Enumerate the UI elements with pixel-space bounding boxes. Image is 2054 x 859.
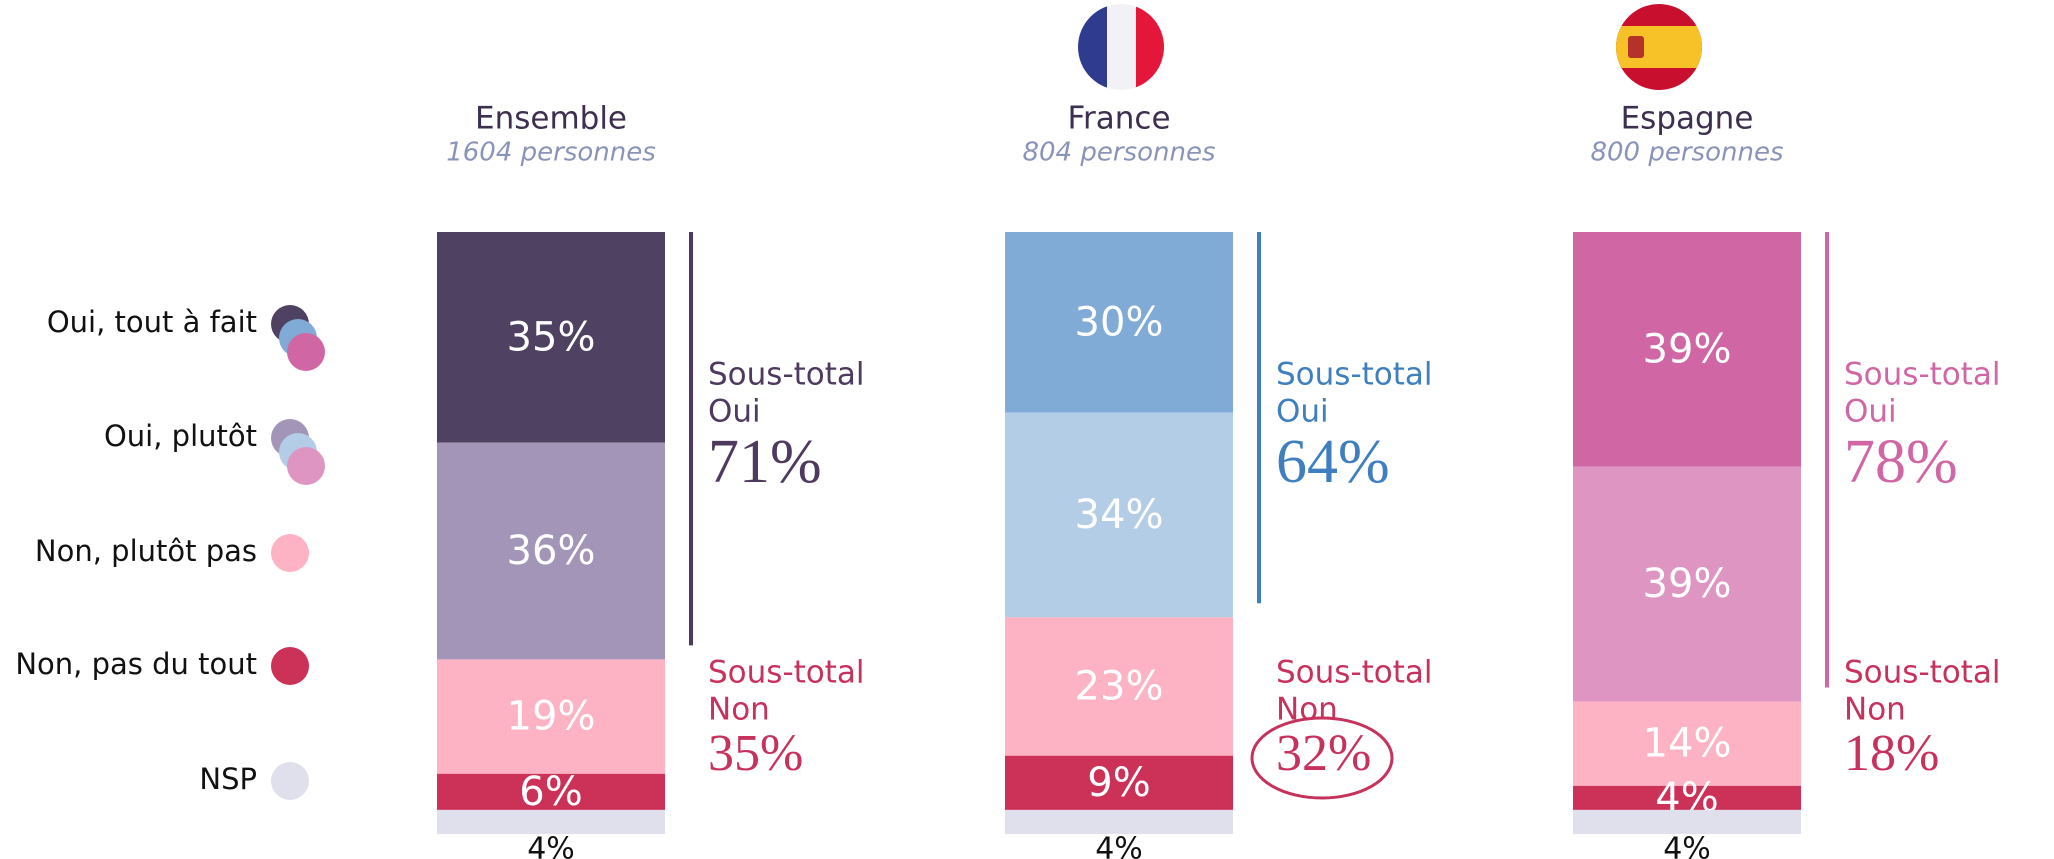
- segment-label: 23%: [1075, 664, 1164, 710]
- subtotal-value: 32%: [1276, 725, 1371, 782]
- bar-segment: [437, 232, 665, 443]
- bar-segment: [437, 442, 665, 660]
- segment-label: 36%: [507, 528, 596, 574]
- bar-segment: [437, 809, 665, 834]
- legend-swatch: [287, 333, 325, 371]
- subtotal-label: Oui: [1844, 394, 1897, 430]
- bar-segment: [1573, 232, 1801, 467]
- subtotal-label: Sous-total: [708, 655, 865, 691]
- legend-swatch: [271, 647, 309, 685]
- subtotal-label: Sous-total: [708, 357, 865, 393]
- subtotal-value: 18%: [1844, 725, 1939, 782]
- flag-france: [1078, 4, 1164, 90]
- subtotal-value: 71%: [708, 428, 822, 496]
- bar-segment: [1573, 785, 1801, 810]
- legend-swatch: [271, 534, 309, 572]
- legend-label: Oui, tout à fait: [47, 305, 257, 339]
- bar-segment: [1005, 412, 1233, 618]
- bar-segment: [437, 659, 665, 774]
- bar-segment: [1005, 232, 1233, 413]
- bar-segment: [437, 773, 665, 810]
- group-title: Espagne: [1621, 101, 1754, 137]
- segment-label: 30%: [1075, 299, 1164, 345]
- segment-label: 35%: [507, 314, 596, 360]
- segment-label: 39%: [1643, 326, 1732, 372]
- subtotal-value: 35%: [708, 725, 803, 782]
- subtotal-value: 78%: [1844, 428, 1958, 496]
- segment-label: 14%: [1643, 721, 1732, 767]
- bar-segment: [1573, 809, 1801, 834]
- subtotal-label: Non: [1276, 692, 1338, 728]
- legend-label: NSP: [199, 762, 257, 796]
- bar-segment: [1573, 701, 1801, 786]
- subtotal-label: Oui: [708, 394, 761, 430]
- subtotal-label: Non: [1844, 692, 1906, 728]
- bar-segment: [1005, 755, 1233, 810]
- subtotal-label: Oui: [1276, 394, 1329, 430]
- segment-label: 4%: [1095, 832, 1143, 859]
- segment-label: 19%: [507, 694, 596, 740]
- segment-label: 4%: [527, 832, 575, 859]
- group-title: France: [1067, 101, 1170, 137]
- legend-label: Non, pas du tout: [15, 647, 257, 681]
- subtotal-label: Sous-total: [1844, 357, 2001, 393]
- bar-segment: [1573, 466, 1801, 702]
- segment-label: 34%: [1075, 492, 1164, 538]
- bar-segment: [1005, 809, 1233, 834]
- legend-swatch: [271, 762, 309, 800]
- subtotal-label: Sous-total: [1844, 655, 2001, 691]
- group-title: Ensemble: [475, 101, 627, 137]
- highlight-ring: [1250, 716, 1394, 800]
- segment-label: 39%: [1643, 561, 1732, 607]
- subtotal-label: Sous-total: [1276, 655, 1433, 691]
- segment-label: 6%: [519, 769, 582, 815]
- subtotal-label: Sous-total: [1276, 357, 1433, 393]
- group-subtitle: 804 personnes: [1022, 138, 1215, 168]
- subtotal-label: Non: [708, 692, 770, 728]
- legend-label: Oui, plutôt: [104, 419, 257, 453]
- group-subtitle: 800 personnes: [1590, 138, 1783, 168]
- segment-label: 9%: [1087, 760, 1150, 806]
- subtotal-value: 64%: [1276, 428, 1390, 496]
- legend-swatch: [287, 447, 325, 485]
- segment-label: 4%: [1663, 832, 1711, 859]
- flag-spain: [1616, 4, 1702, 90]
- group-subtitle: 1604 personnes: [446, 138, 656, 168]
- legend-label: Non, plutôt pas: [35, 534, 257, 568]
- bar-segment: [1005, 617, 1233, 756]
